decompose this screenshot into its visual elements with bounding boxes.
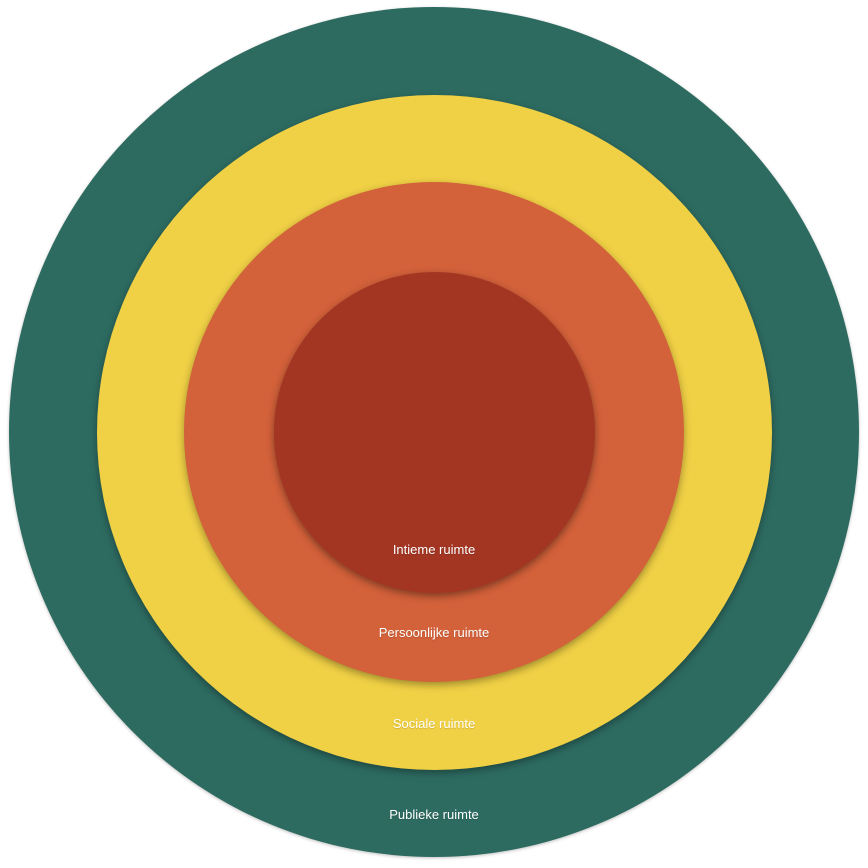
public-zone-label: Publieke ruimte xyxy=(389,807,479,822)
social-zone-label: Sociale ruimte xyxy=(392,716,476,731)
intimate-zone-ring xyxy=(274,272,595,593)
intimate-zone-label: Intieme ruimte xyxy=(392,542,476,557)
personal-zone-label: Persoonlijke ruimte xyxy=(378,625,490,640)
